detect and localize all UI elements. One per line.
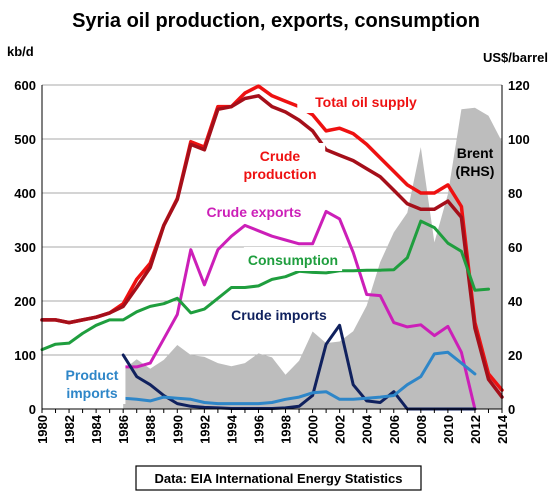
series-label-brent-rhs: Brent (457, 145, 494, 161)
series-line-product-imports (121, 350, 477, 406)
x-tick-label: 2010 (441, 415, 456, 444)
x-tick-label: 1982 (62, 415, 77, 444)
x-tick-label: 2012 (468, 415, 483, 444)
series-label-crude-exports: Crude exports (207, 204, 302, 220)
series-label-bg (58, 362, 126, 404)
series-label-product-imports: imports (66, 385, 118, 401)
series-label-crude-production: production (243, 166, 316, 182)
series-label-bg (234, 143, 326, 185)
x-tick-label: 1986 (116, 415, 131, 444)
series-label-bg (222, 302, 336, 326)
series-line-consumption (40, 219, 490, 352)
y-right-tick-label: 100 (508, 132, 530, 147)
y-right-tick-label: 60 (508, 240, 522, 255)
x-tick-label: 1992 (197, 415, 212, 444)
x-tick-label: 2002 (333, 415, 348, 444)
y-right-tick-label: 80 (508, 186, 522, 201)
y-left-tick-label: 100 (14, 348, 36, 363)
y-right-tick-label: 120 (508, 78, 530, 93)
series-label-bg (297, 89, 435, 113)
chart-title: Syria oil production, exports, consumpti… (72, 10, 480, 32)
x-tick-label: 2006 (387, 415, 402, 444)
y-left-tick-label: 600 (14, 78, 36, 93)
x-tick-label: 1998 (279, 415, 294, 444)
x-tick-label: 1990 (170, 415, 185, 444)
series-label-bg (243, 247, 343, 271)
series-line-crude-exports (121, 209, 477, 411)
x-tick-label: 2000 (306, 415, 321, 444)
series-label-crude-imports: Crude imports (231, 307, 327, 323)
series-label-bg (197, 199, 311, 223)
x-tick-label: 1994 (224, 414, 239, 444)
y-left-tick-label: 0 (29, 402, 36, 417)
y-left-tick-label: 200 (14, 294, 36, 309)
series-label-crude-production: Crude (260, 148, 301, 164)
y-right-tick-label: 40 (508, 294, 522, 309)
series-labels: Brent (RHS) Total oil supply Crude productio… (58, 89, 495, 404)
x-tick-label: 2004 (360, 414, 375, 444)
series-line-crude-production (40, 94, 504, 399)
series-label-consumption: Consumption (248, 252, 338, 268)
series-label-brent-rhs: (RHS) (456, 163, 495, 179)
x-tick-label: 2014 (495, 414, 510, 444)
y-left-tick-label: 300 (14, 240, 36, 255)
x-tick-label: 1996 (251, 415, 266, 444)
brent-area-layer (123, 107, 503, 409)
source-note: Data: EIA International Energy Statistic… (154, 471, 402, 486)
x-tick-label: 1980 (35, 415, 50, 444)
series-label-product-imports: Product (66, 367, 119, 383)
series-label-total-oil-supply: Total oil supply (315, 94, 417, 110)
y-right-tick-label: 20 (508, 348, 522, 363)
axes: 0 100 200 300 400 500 600 0 20 40 60 80 100 120 1980 19… (14, 78, 529, 444)
x-tick-label: 1984 (89, 414, 104, 444)
y-left-tick-label: 500 (14, 132, 36, 147)
x-tick-label: 1988 (143, 415, 158, 444)
series-area-brent-rhs (123, 107, 503, 409)
right-axis-unit: US$/barrel (483, 50, 548, 65)
source-box (135, 465, 422, 491)
y-left-tick-label: 400 (14, 186, 36, 201)
x-tick-label: 2008 (414, 415, 429, 444)
y-right-tick-label: 0 (508, 402, 515, 417)
left-axis-unit: kb/d (7, 44, 34, 59)
